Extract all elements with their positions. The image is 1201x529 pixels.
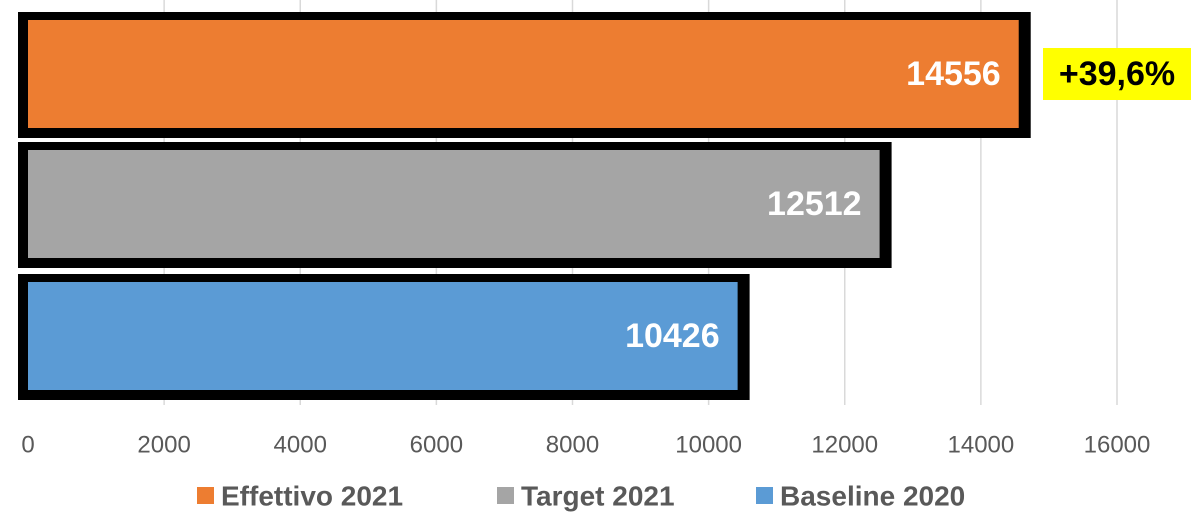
- legend-swatch: [197, 487, 214, 504]
- bar: [28, 20, 1019, 128]
- legend-label: Baseline 2020: [780, 480, 965, 511]
- data-label: 12512: [767, 185, 862, 223]
- data-label: 10426: [625, 317, 720, 355]
- x-tick-label: 12000: [811, 431, 878, 458]
- data-label: 14556: [906, 55, 1001, 93]
- x-tick-label: 14000: [948, 431, 1015, 458]
- x-tick-label: 8000: [546, 431, 599, 458]
- bar: [28, 282, 738, 390]
- x-tick-label: 16000: [1084, 431, 1151, 458]
- x-tick-label: 6000: [410, 431, 463, 458]
- x-tick-label: 10000: [675, 431, 742, 458]
- legend-label: Target 2021: [521, 480, 675, 511]
- legend-label: Effettivo 2021: [221, 480, 403, 511]
- x-tick-label: 0: [21, 431, 34, 458]
- annotation: +39,6%: [1059, 55, 1175, 93]
- bar: [28, 150, 880, 258]
- legend-swatch: [756, 487, 773, 504]
- annotation-bg: [1043, 48, 1191, 100]
- x-tick-label: 2000: [137, 431, 190, 458]
- legend-swatch: [497, 487, 514, 504]
- x-tick-label: 4000: [274, 431, 327, 458]
